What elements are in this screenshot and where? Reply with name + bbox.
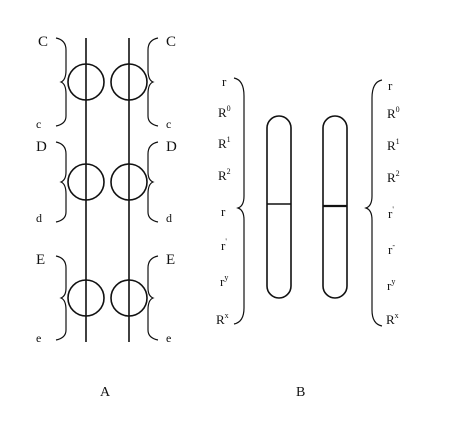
allele-label: ry [220,273,228,289]
allele-label: ry [387,277,395,293]
allele-label: r [221,204,226,219]
allele-label: Rx [386,311,399,327]
right-brace [364,79,383,327]
allele-label: r' [221,237,227,253]
allele-label: R0 [218,104,231,120]
allele-label: c [36,117,41,131]
allele-label: d [166,211,172,225]
chromosome-rod-left [266,115,292,299]
locus-circle-right [110,63,148,101]
panel-caption: B [296,385,305,400]
allele-label: R1 [218,135,231,151]
allele-label: C [166,34,176,50]
allele-label: r' [388,205,394,221]
allele-label: D [36,139,47,155]
allele-label: r [388,78,393,93]
locus-circle-left [67,279,105,317]
locus-circle-right [110,279,148,317]
allele-label: Rx [216,311,229,327]
locus-group-d: D D d d [36,139,177,225]
allele-label: d [36,211,42,225]
left-brace [55,37,67,127]
panel-a: C C c c D D d d E [36,34,177,400]
left-brace [55,255,67,341]
locus-group-c: C C c c [36,34,176,131]
allele-label: c [166,117,171,131]
allele-label: r [222,74,227,89]
right-allele-labels: r R0 R1 R2 r' r- ry Rx [386,78,400,327]
right-brace [147,255,159,341]
locus-circle-right [110,163,148,201]
allele-label: e [36,331,41,345]
panel-b: r R0 R1 R2 r r' ry Rx r R0 R1 R2 r' r- r… [216,74,400,400]
allele-label: R1 [387,137,400,153]
allele-label: R0 [387,105,400,121]
left-allele-labels: r R0 R1 R2 r r' ry Rx [216,74,231,327]
allele-label: C [38,34,48,50]
allele-label: E [166,252,175,268]
allele-label: r- [388,241,395,257]
panel-caption: A [100,385,111,400]
locus-circle-left [67,163,105,201]
right-brace [147,141,159,223]
allele-label: D [166,139,177,155]
locus-circle-left [67,63,105,101]
allele-label: R2 [387,169,400,185]
locus-group-e: E E e e [36,252,175,345]
left-brace [55,141,67,223]
right-brace [147,37,159,127]
allele-label: R2 [218,167,231,183]
left-brace [233,77,245,325]
allele-label: e [166,331,171,345]
allele-label: E [36,252,45,268]
